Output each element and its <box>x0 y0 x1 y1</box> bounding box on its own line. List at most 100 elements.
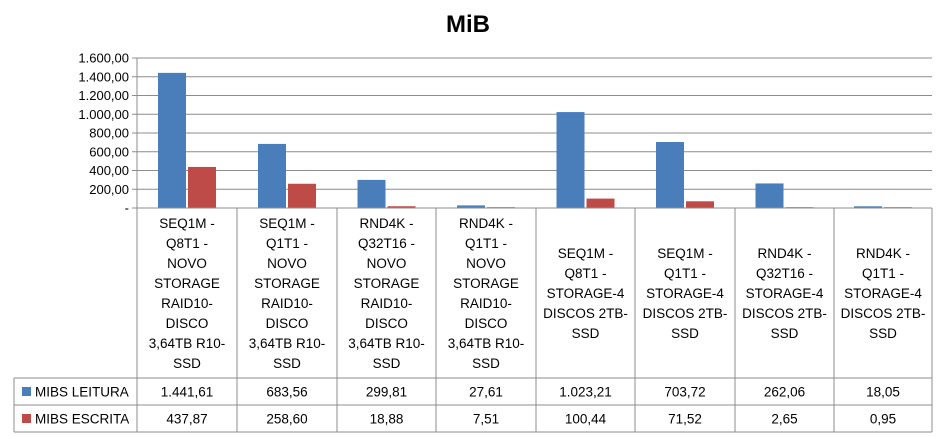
bar-mibs-escrita <box>686 201 714 208</box>
category-label-4: RND4K - Q1T1 - NOVO STORAGE RAID10- DISCO 3,64… <box>448 216 525 371</box>
y-tick-label: 1.200,00 <box>78 88 129 103</box>
category-label-line: STORAGE <box>254 276 320 291</box>
bar-mibs-escrita <box>387 206 416 208</box>
y-axis-ticks: - 200,00 400,00 600,00 800,00 1.000,00 1.200,0… <box>78 51 129 216</box>
category-label-line: Q32T16 - <box>756 266 813 281</box>
value-mibs-leitura: 683,56 <box>266 385 307 400</box>
category-label-line: NOVO <box>167 256 207 271</box>
value-mibs-escrita: 258,60 <box>266 412 307 427</box>
legend-label-mibs-escrita: MIBS ESCRITA <box>35 412 129 427</box>
category-label-line: SSD <box>173 356 201 371</box>
category-label-line: RND4K - <box>359 216 413 231</box>
category-label-line: STORAGE <box>354 276 420 291</box>
category-label-line: SSD <box>273 356 301 371</box>
bar-mibs-leitura <box>854 206 882 208</box>
y-tick-label: 1.000,00 <box>78 107 129 122</box>
category-label-line: RAID10- <box>261 296 313 311</box>
legend-swatch-mibs-leitura <box>22 387 31 396</box>
bars <box>158 72 912 208</box>
category-label-line: DISCOS 2TB- <box>643 306 728 321</box>
category-label-line: NOVO <box>367 256 407 271</box>
category-label-5: SEQ1M - Q8T1 - STORAGE-4 DISCOS 2TB- SSD <box>543 246 628 341</box>
category-label-line: RAID10- <box>361 296 413 311</box>
category-label-line: STORAGE-4 <box>547 286 625 301</box>
category-label-line: 3,64TB R10- <box>149 336 226 351</box>
category-label-line: STORAGE <box>154 276 220 291</box>
category-label-line: SEQ1M - <box>159 216 215 231</box>
value-mibs-leitura: 1.441,61 <box>161 385 214 400</box>
legend-label-mibs-leitura: MIBS LEITURA <box>35 385 129 400</box>
value-mibs-leitura: 262,06 <box>764 385 805 400</box>
y-tick-label: 1.600,00 <box>78 51 129 66</box>
category-label-line: 3,64TB R10- <box>448 336 525 351</box>
bar-mibs-leitura <box>755 183 784 208</box>
value-mibs-escrita: 437,87 <box>166 412 207 427</box>
category-label-line: DISCO <box>266 316 309 331</box>
category-label-3: RND4K - Q32T16 - NOVO STORAGE RAID10- DISCO 3,… <box>348 216 425 371</box>
category-label-line: Q1T1 - <box>862 266 904 281</box>
value-mibs-leitura: 27,61 <box>469 385 503 400</box>
category-label-6: SEQ1M - Q1T1 - STORAGE-4 DISCOS 2TB- SSD <box>643 246 728 341</box>
category-label-2: SEQ1M - Q1T1 - NOVO STORAGE RAID10- DISCO 3,64… <box>249 216 326 371</box>
category-label-line: STORAGE <box>453 276 519 291</box>
value-mibs-escrita: 7,51 <box>473 412 499 427</box>
category-label-line: DISCOS 2TB- <box>543 306 628 321</box>
value-mibs-escrita: 71,52 <box>668 412 702 427</box>
category-label-line: RND4K - <box>459 216 513 231</box>
category-label-line: Q8T1 - <box>166 236 208 251</box>
category-label-line: RND4K - <box>757 246 811 261</box>
table-grid <box>13 207 933 433</box>
y-tick-label: 1.400,00 <box>78 69 129 84</box>
bar-mibs-escrita <box>188 166 216 208</box>
category-label-line: RAID10- <box>460 296 512 311</box>
bar-mibs-leitura <box>457 205 485 208</box>
value-mibs-leitura: 18,05 <box>866 385 900 400</box>
y-tick-label: - <box>125 201 129 216</box>
category-label-line: Q1T1 - <box>266 236 308 251</box>
value-mibs-leitura: 299,81 <box>366 385 407 400</box>
data-table: SEQ1M - Q8T1 - NOVO STORAGE RAID10- DISCO 3,64… <box>13 207 933 433</box>
category-label-line: DISCOS 2TB- <box>841 306 926 321</box>
category-label-line: SSD <box>869 326 897 341</box>
bar-mibs-escrita <box>288 183 316 208</box>
category-label-line: Q1T1 - <box>465 236 507 251</box>
bar-mibs-leitura <box>656 142 684 208</box>
category-label-line: STORAGE-4 <box>646 286 724 301</box>
category-label-1: SEQ1M - Q8T1 - NOVO STORAGE RAID10- DISCO 3,64… <box>149 216 226 371</box>
category-label-7: RND4K - Q32T16 - STORAGE-4 DISCOS 2TB- SSD <box>742 246 827 341</box>
category-label-line: SEQ1M - <box>657 246 713 261</box>
y-tick-label: 400,00 <box>89 163 129 178</box>
bar-mibs-leitura <box>556 112 585 208</box>
category-label-line: 3,64TB R10- <box>249 336 326 351</box>
value-mibs-escrita: 100,44 <box>565 412 607 427</box>
category-label-line: SEQ1M - <box>558 246 614 261</box>
category-label-line: NOVO <box>466 256 506 271</box>
value-mibs-escrita: 0,95 <box>870 412 896 427</box>
value-mibs-leitura: 1.023,21 <box>559 385 612 400</box>
y-tick-label: 200,00 <box>89 182 129 197</box>
category-label-line: Q1T1 - <box>664 266 706 281</box>
category-label-line: Q8T1 - <box>564 266 606 281</box>
bar-mibs-leitura <box>258 143 286 208</box>
category-label-line: DISCO <box>465 316 508 331</box>
category-label-line: SSD <box>472 356 500 371</box>
category-label-line: RAID10- <box>161 296 213 311</box>
value-mibs-leitura: 703,72 <box>664 385 705 400</box>
value-mibs-escrita: 2,65 <box>771 412 797 427</box>
category-label-line: SSD <box>572 326 600 341</box>
bar-mibs-escrita <box>586 198 615 208</box>
category-label-line: RND4K - <box>856 246 910 261</box>
category-label-line: 3,64TB R10- <box>348 336 425 351</box>
y-tick-label: 800,00 <box>89 126 129 141</box>
category-label-line: DISCO <box>166 316 209 331</box>
category-label-line: SEQ1M - <box>259 216 315 231</box>
category-label-line: DISCO <box>365 316 408 331</box>
chart-title: MiB <box>446 11 490 38</box>
category-label-line: SSD <box>373 356 401 371</box>
category-label-line: Q32T16 - <box>358 236 415 251</box>
category-label-line: SSD <box>771 326 799 341</box>
category-label-line: DISCOS 2TB- <box>742 306 827 321</box>
category-label-line: STORAGE-4 <box>746 286 824 301</box>
category-label-8: RND4K - Q1T1 - STORAGE-4 DISCOS 2TB- SSD <box>841 246 926 341</box>
